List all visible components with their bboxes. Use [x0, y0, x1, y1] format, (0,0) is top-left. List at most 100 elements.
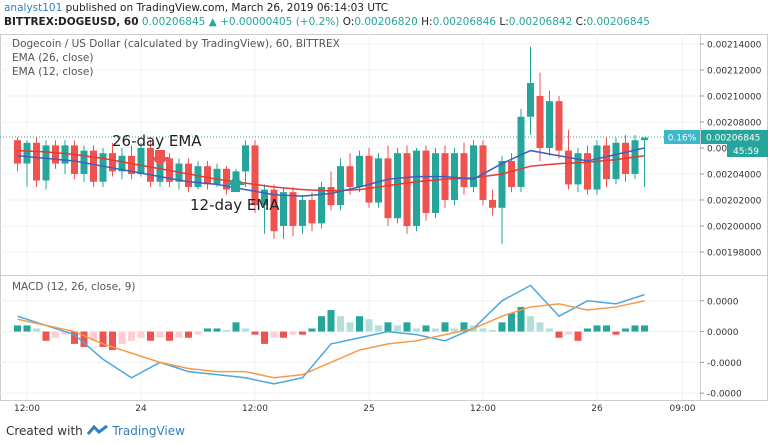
candle-body	[546, 101, 554, 148]
histogram-bar	[61, 331, 69, 335]
x-tick-label: 12:00	[14, 404, 40, 414]
histogram-bar	[603, 325, 611, 332]
histogram-bar	[298, 331, 306, 335]
legend-ema12: EMA (12, close)	[12, 66, 94, 78]
histogram-bar	[394, 325, 402, 332]
candle-body	[108, 153, 116, 172]
candle-body	[156, 158, 164, 182]
histogram-bar	[89, 331, 97, 341]
countdown-label: 45:59	[733, 147, 759, 157]
candle-body	[270, 189, 278, 232]
candle-body	[375, 158, 383, 203]
candle-body	[203, 166, 211, 185]
histogram-bar	[241, 328, 249, 332]
candle-body	[422, 150, 430, 213]
histogram-bar	[127, 331, 135, 341]
y-tick-label: 0.00200000	[707, 222, 762, 232]
histogram-bar	[546, 328, 554, 332]
macd-title: MACD (12, 26, close, 9)	[12, 281, 135, 293]
candle-body	[336, 166, 344, 206]
histogram-bar	[517, 306, 525, 332]
histogram-bar	[356, 316, 364, 332]
histogram-bar	[565, 331, 573, 335]
candle-body	[517, 116, 525, 187]
countdown-box	[727, 143, 768, 157]
candle-body	[555, 101, 563, 151]
histogram-bar	[13, 325, 21, 332]
y-tick-label: 0.0000	[707, 297, 739, 307]
histogram-bar	[555, 331, 563, 338]
candle-body	[298, 199, 306, 226]
y-tick-label: 0.00214000	[707, 40, 762, 50]
footer-brand: TradingView	[112, 424, 185, 438]
histogram-bar	[108, 331, 116, 351]
l-val: 0.00206842	[508, 16, 573, 28]
candle-body	[260, 189, 268, 206]
candle-body	[127, 155, 135, 174]
symbol: BITTREX:DOGEUSD, 60	[4, 16, 139, 28]
candle-body	[536, 95, 544, 148]
candle-body	[23, 142, 31, 164]
logo	[86, 424, 108, 435]
candle-body	[479, 145, 487, 200]
candle-body	[603, 145, 611, 180]
candle-body	[32, 142, 40, 181]
histogram-bar	[460, 322, 468, 332]
candle-body	[574, 153, 582, 185]
histogram-bar	[118, 331, 126, 344]
histogram-bar	[222, 330, 230, 332]
line	[17, 149, 645, 192]
up-arrow	[226, 176, 245, 192]
candle-body	[584, 153, 592, 190]
candle-body	[279, 192, 287, 226]
histogram-bar	[451, 328, 459, 332]
histogram-bar	[641, 325, 649, 332]
histogram-bar	[279, 331, 287, 338]
histogram-bar	[184, 331, 192, 338]
y-tick-label: 0.00204000	[707, 170, 762, 180]
histogram-bar	[165, 331, 173, 341]
candle-body	[384, 158, 392, 219]
header: analyst101 published on TradingView.com,…	[4, 1, 650, 29]
histogram-bar	[317, 316, 325, 332]
y-tick-label: 0.0000	[707, 328, 739, 338]
candle-body	[42, 145, 50, 181]
histogram-bar	[260, 331, 268, 344]
histogram-bar	[375, 325, 383, 332]
candle-body	[13, 140, 21, 164]
histogram-bar	[498, 322, 506, 332]
histogram-bar	[70, 331, 78, 344]
x-tick-label: 24	[135, 404, 147, 414]
candle-body	[612, 142, 620, 180]
y-tick-label: 0.00202000	[707, 196, 762, 206]
candle-body	[365, 155, 373, 203]
histogram-bar	[432, 328, 440, 332]
x-tick-label: 09:00	[670, 404, 696, 414]
publish-line: analyst101 published on TradingView.com,…	[4, 1, 650, 15]
y-tick-label: 0.00198000	[707, 248, 762, 258]
price-label: 0.00206845	[706, 133, 760, 143]
histogram-bar	[593, 325, 601, 332]
x-tick-label: 26	[591, 404, 603, 414]
change-box	[664, 129, 700, 144]
candle-body	[89, 150, 97, 182]
footer: Created with TradingView	[6, 424, 185, 438]
candle-body	[289, 192, 297, 226]
histogram-bar	[422, 325, 430, 332]
candle-body	[498, 160, 506, 208]
histogram-bar	[584, 328, 592, 332]
histogram-bar	[99, 331, 107, 347]
histogram-bar	[479, 328, 487, 332]
author[interactable]: analyst101	[4, 2, 63, 14]
histogram-bar	[441, 322, 449, 332]
histogram-bar	[251, 331, 259, 335]
histogram-bar	[413, 328, 421, 332]
histogram-bar	[536, 322, 544, 332]
candle-body	[194, 166, 202, 187]
price-box	[701, 129, 768, 144]
histogram-bar	[336, 316, 344, 332]
histogram-bar	[232, 322, 240, 332]
candle-body	[222, 168, 230, 190]
histogram-bar	[146, 331, 154, 341]
